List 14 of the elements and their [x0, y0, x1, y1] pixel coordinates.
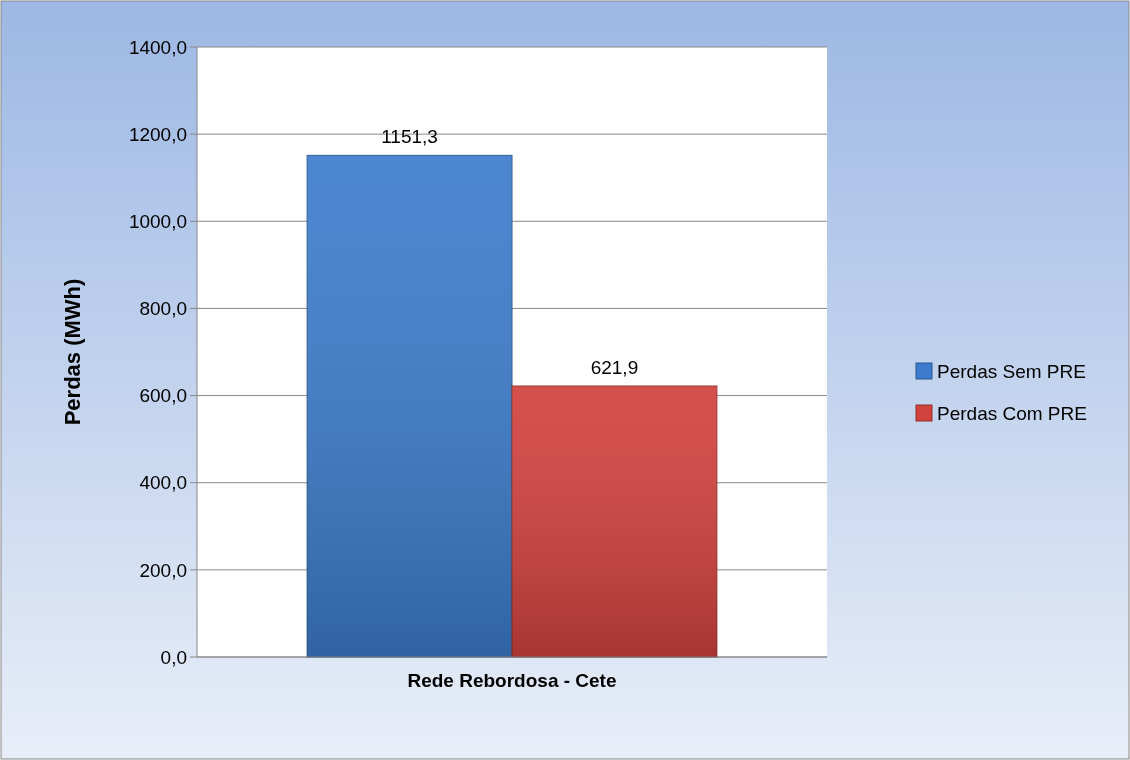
y-axis-title: Perdas (MWh) — [60, 278, 85, 426]
y-tick-label: 600,0 — [139, 385, 187, 407]
legend-label: Perdas Sem PRE — [937, 360, 1086, 382]
y-tick-label: 1000,0 — [128, 210, 187, 232]
y-tick-label: 200,0 — [139, 559, 187, 581]
y-tick-label: 800,0 — [139, 298, 187, 320]
data-label: 621,9 — [590, 357, 639, 379]
legend-label: Perdas Com PRE — [937, 402, 1087, 424]
data-label: 1151,3 — [381, 126, 438, 148]
y-tick-label: 1200,0 — [128, 123, 187, 145]
y-tick-label: 0,0 — [160, 646, 187, 668]
y-tick-label: 400,0 — [139, 472, 187, 494]
x-tick-label: Rede Rebordosa - Cete — [407, 670, 617, 691]
y-tick-label: 1400,0 — [128, 36, 187, 58]
